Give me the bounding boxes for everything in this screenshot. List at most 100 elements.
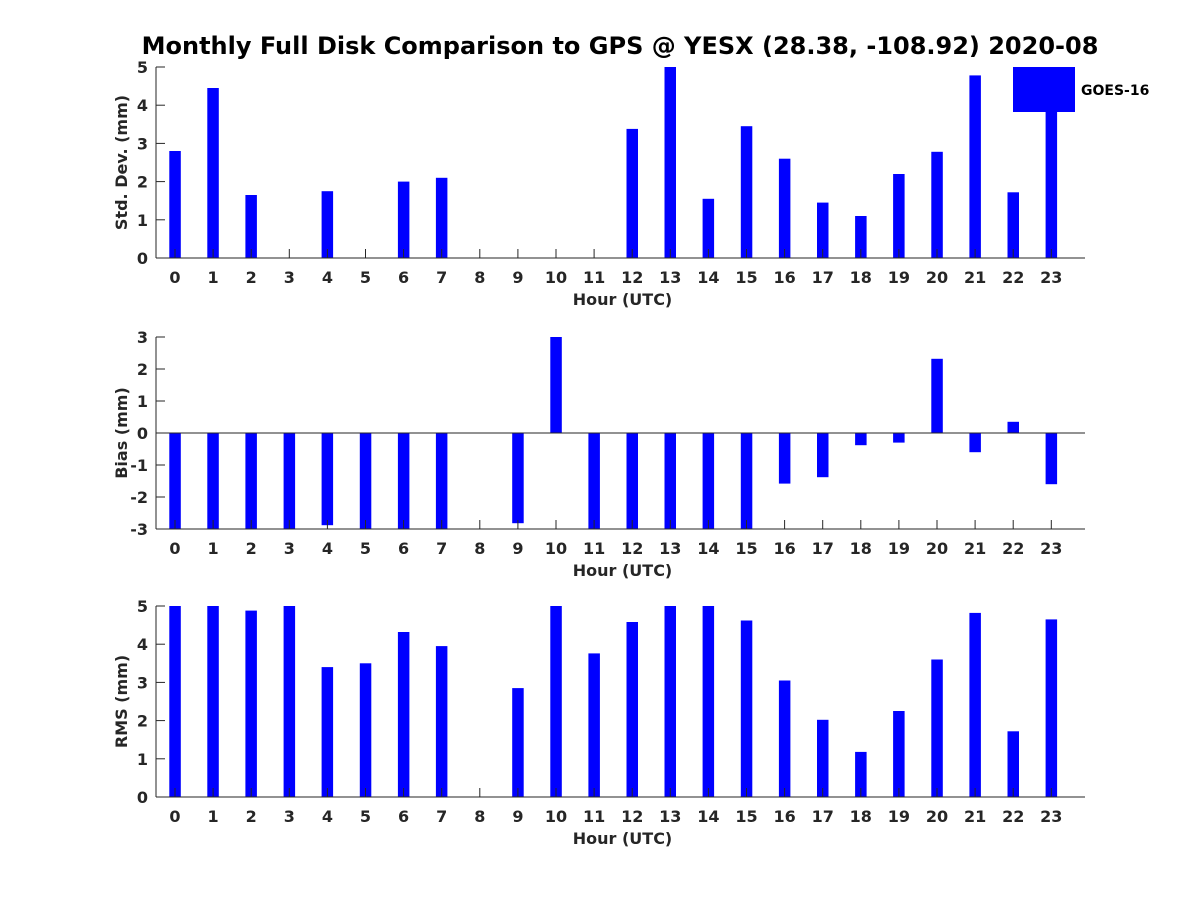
x-tick-label: 14 [697,539,719,558]
x-tick-label: 8 [474,807,485,826]
y-tick-label: -3 [130,520,148,539]
x-tick-label: 15 [735,268,757,287]
x-tick-label: 17 [812,807,834,826]
bar-hour-11 [588,653,600,797]
x-tick-label: 21 [964,807,986,826]
x-tick-label: 3 [284,807,295,826]
figure-title: Monthly Full Disk Comparison to GPS @ YE… [142,32,1099,60]
bar-hour-20 [931,151,943,258]
bar-hour-23 [1045,433,1058,485]
bar-hour-6 [397,632,410,797]
x-tick-label: 2 [246,539,257,558]
bar-hour-23 [1045,105,1058,258]
y-tick-label: 1 [137,392,148,411]
x-tick-label: 22 [1002,539,1024,558]
y-tick-label: 5 [137,597,148,616]
x-tick-label: 20 [926,268,948,287]
x-tick-label: 19 [888,807,910,826]
x-tick-label: 15 [735,807,757,826]
x-tick-label: 11 [583,539,605,558]
bar-hour-14 [702,198,715,258]
x-tick-label: 11 [583,807,605,826]
x-tick-label: 15 [735,539,757,558]
x-tick-label: 12 [621,268,643,287]
x-tick-label: 9 [512,807,523,826]
x-tick-label: 19 [888,268,910,287]
bar-hour-19 [893,433,905,443]
x-tick-label: 18 [850,268,872,287]
legend-swatch [1013,67,1075,112]
bar-hour-21 [969,433,981,453]
bar-hour-10 [550,606,562,797]
bar-hour-15 [740,126,753,258]
x-tick-label: 21 [964,539,986,558]
x-tick-label: 16 [773,539,795,558]
bar-hour-17 [817,202,829,258]
x-tick-label: 6 [398,539,409,558]
bar-hour-2 [245,433,257,529]
x-tick-label: 16 [773,807,795,826]
bar-hour-4 [321,667,334,797]
y-tick-label: 1 [137,750,148,769]
bar-hour-20 [931,358,943,433]
y-tick-label: 2 [137,712,148,731]
legend-label: GOES-16 [1081,83,1149,99]
y-tick-label: 0 [137,424,148,443]
x-tick-label: 9 [512,539,523,558]
x-tick-label: 13 [659,268,681,287]
y-tick-label: -1 [130,456,148,475]
bar-hour-16 [778,158,791,258]
x-tick-label: 7 [436,807,447,826]
bar-hour-7 [435,177,448,258]
bar-hour-1 [207,433,219,529]
bar-hour-18 [855,433,867,446]
x-tick-label: 1 [208,539,219,558]
bar-hour-1 [207,88,219,258]
y-tick-label: 4 [137,96,148,115]
bar-hour-6 [397,181,410,258]
x-tick-label: 5 [360,539,371,558]
bar-hour-0 [169,606,181,797]
y-tick-label: 0 [137,788,148,807]
x-tick-label: 17 [812,268,834,287]
x-tick-label: 10 [545,539,567,558]
bar-hour-23 [1045,619,1058,797]
bar-hour-22 [1007,731,1019,797]
x-tick-label: 12 [621,807,643,826]
bar-hour-0 [169,151,181,258]
chart-panel-3: 0 1 2 3 4 5 6 7 8 9 10 11 12 13 14 15 16 17 18 19 20 21 22 2301… [112,597,1085,848]
x-tick-label: 12 [621,539,643,558]
x-tick-label: 5 [360,807,371,826]
y-tick-label: 3 [137,673,148,692]
bar-hour-9 [512,433,524,524]
bar-hour-12 [626,622,638,797]
bar-hour-13 [664,433,676,529]
bar-hour-3 [283,606,296,797]
bar-hour-5 [359,663,372,797]
y-tick-label: 0 [137,249,148,268]
x-tick-label: 3 [284,539,295,558]
bar-hour-1 [207,606,219,797]
x-tick-label: 5 [360,268,371,287]
x-tick-label: 1 [208,807,219,826]
x-tick-label: 23 [1040,807,1062,826]
bar-hour-21 [969,75,981,259]
x-tick-label: 13 [659,539,681,558]
bar-hour-6 [397,433,410,529]
x-tick-label: 2 [246,807,257,826]
x-tick-label: 0 [169,268,180,287]
bar-hour-7 [435,646,448,797]
bar-hour-11 [588,433,600,529]
x-tick-label: 7 [436,268,447,287]
bar-hour-7 [435,433,448,529]
y-tick-label: 5 [137,58,148,77]
bar-hour-12 [626,433,638,529]
x-tick-label: 19 [888,539,910,558]
x-tick-label: 9 [512,268,523,287]
x-tick-label: 14 [697,268,719,287]
bar-hour-21 [969,612,981,797]
x-tick-label: 10 [545,268,567,287]
x-tick-label: 2 [246,268,257,287]
bar-hour-17 [817,719,829,797]
